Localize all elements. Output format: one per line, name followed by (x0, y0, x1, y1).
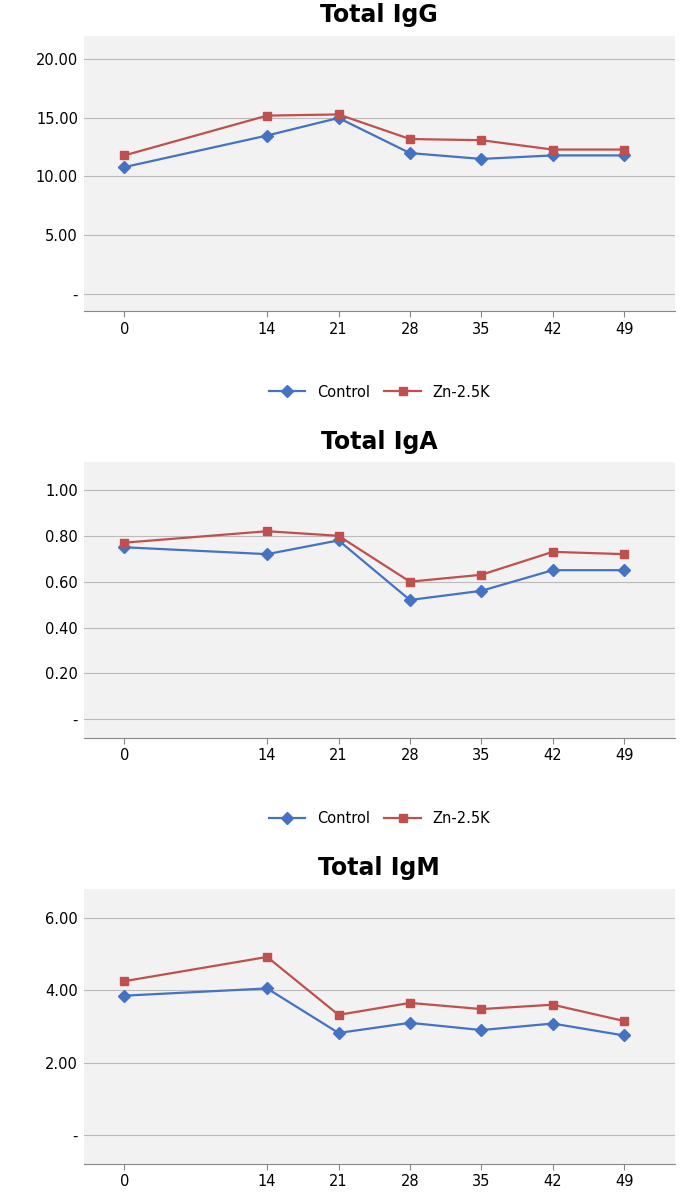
Zn-2.5K (334, 107, 342, 121)
Control (120, 160, 129, 174)
Control (406, 1015, 414, 1030)
Legend: Control, Zn-2.5K: Control, Zn-2.5K (263, 805, 496, 832)
Control (263, 547, 271, 562)
Zn-2.5K (548, 143, 557, 157)
Control (334, 533, 342, 547)
Control (263, 982, 271, 996)
Zn-2.5K (477, 568, 486, 582)
Zn-2.5K (477, 133, 486, 148)
Title: Total IgM: Total IgM (319, 856, 440, 880)
Zn-2.5K (120, 974, 129, 989)
Control (548, 1016, 557, 1031)
Zn-2.5K (334, 529, 342, 544)
Legend: Control, Zn-2.5K: Control, Zn-2.5K (263, 379, 496, 406)
Zn-2.5K (120, 149, 129, 163)
Zn-2.5K (120, 535, 129, 550)
Zn-2.5K (406, 132, 414, 146)
Control (263, 128, 271, 143)
Line: Control: Control (120, 114, 628, 172)
Control (120, 989, 129, 1003)
Zn-2.5K (406, 996, 414, 1010)
Control (548, 149, 557, 163)
Title: Total IgG: Total IgG (320, 4, 438, 28)
Zn-2.5K (263, 949, 271, 964)
Line: Zn-2.5K: Zn-2.5K (120, 953, 628, 1025)
Control (406, 146, 414, 161)
Zn-2.5K (620, 1014, 628, 1028)
Title: Total IgA: Total IgA (321, 430, 438, 454)
Line: Zn-2.5K: Zn-2.5K (120, 110, 628, 160)
Control (334, 110, 342, 125)
Control (477, 151, 486, 166)
Control (620, 563, 628, 577)
Zn-2.5K (548, 997, 557, 1012)
Line: Control: Control (120, 536, 628, 604)
Zn-2.5K (406, 575, 414, 589)
Zn-2.5K (548, 545, 557, 559)
Zn-2.5K (477, 1002, 486, 1016)
Control (620, 1028, 628, 1043)
Line: Control: Control (120, 984, 628, 1039)
Control (620, 149, 628, 163)
Zn-2.5K (263, 108, 271, 122)
Control (548, 563, 557, 577)
Line: Zn-2.5K: Zn-2.5K (120, 527, 628, 586)
Zn-2.5K (620, 547, 628, 562)
Zn-2.5K (263, 524, 271, 539)
Control (406, 593, 414, 607)
Control (477, 583, 486, 598)
Zn-2.5K (334, 1008, 342, 1022)
Zn-2.5K (620, 143, 628, 157)
Control (120, 540, 129, 554)
Control (334, 1026, 342, 1040)
Control (477, 1022, 486, 1037)
